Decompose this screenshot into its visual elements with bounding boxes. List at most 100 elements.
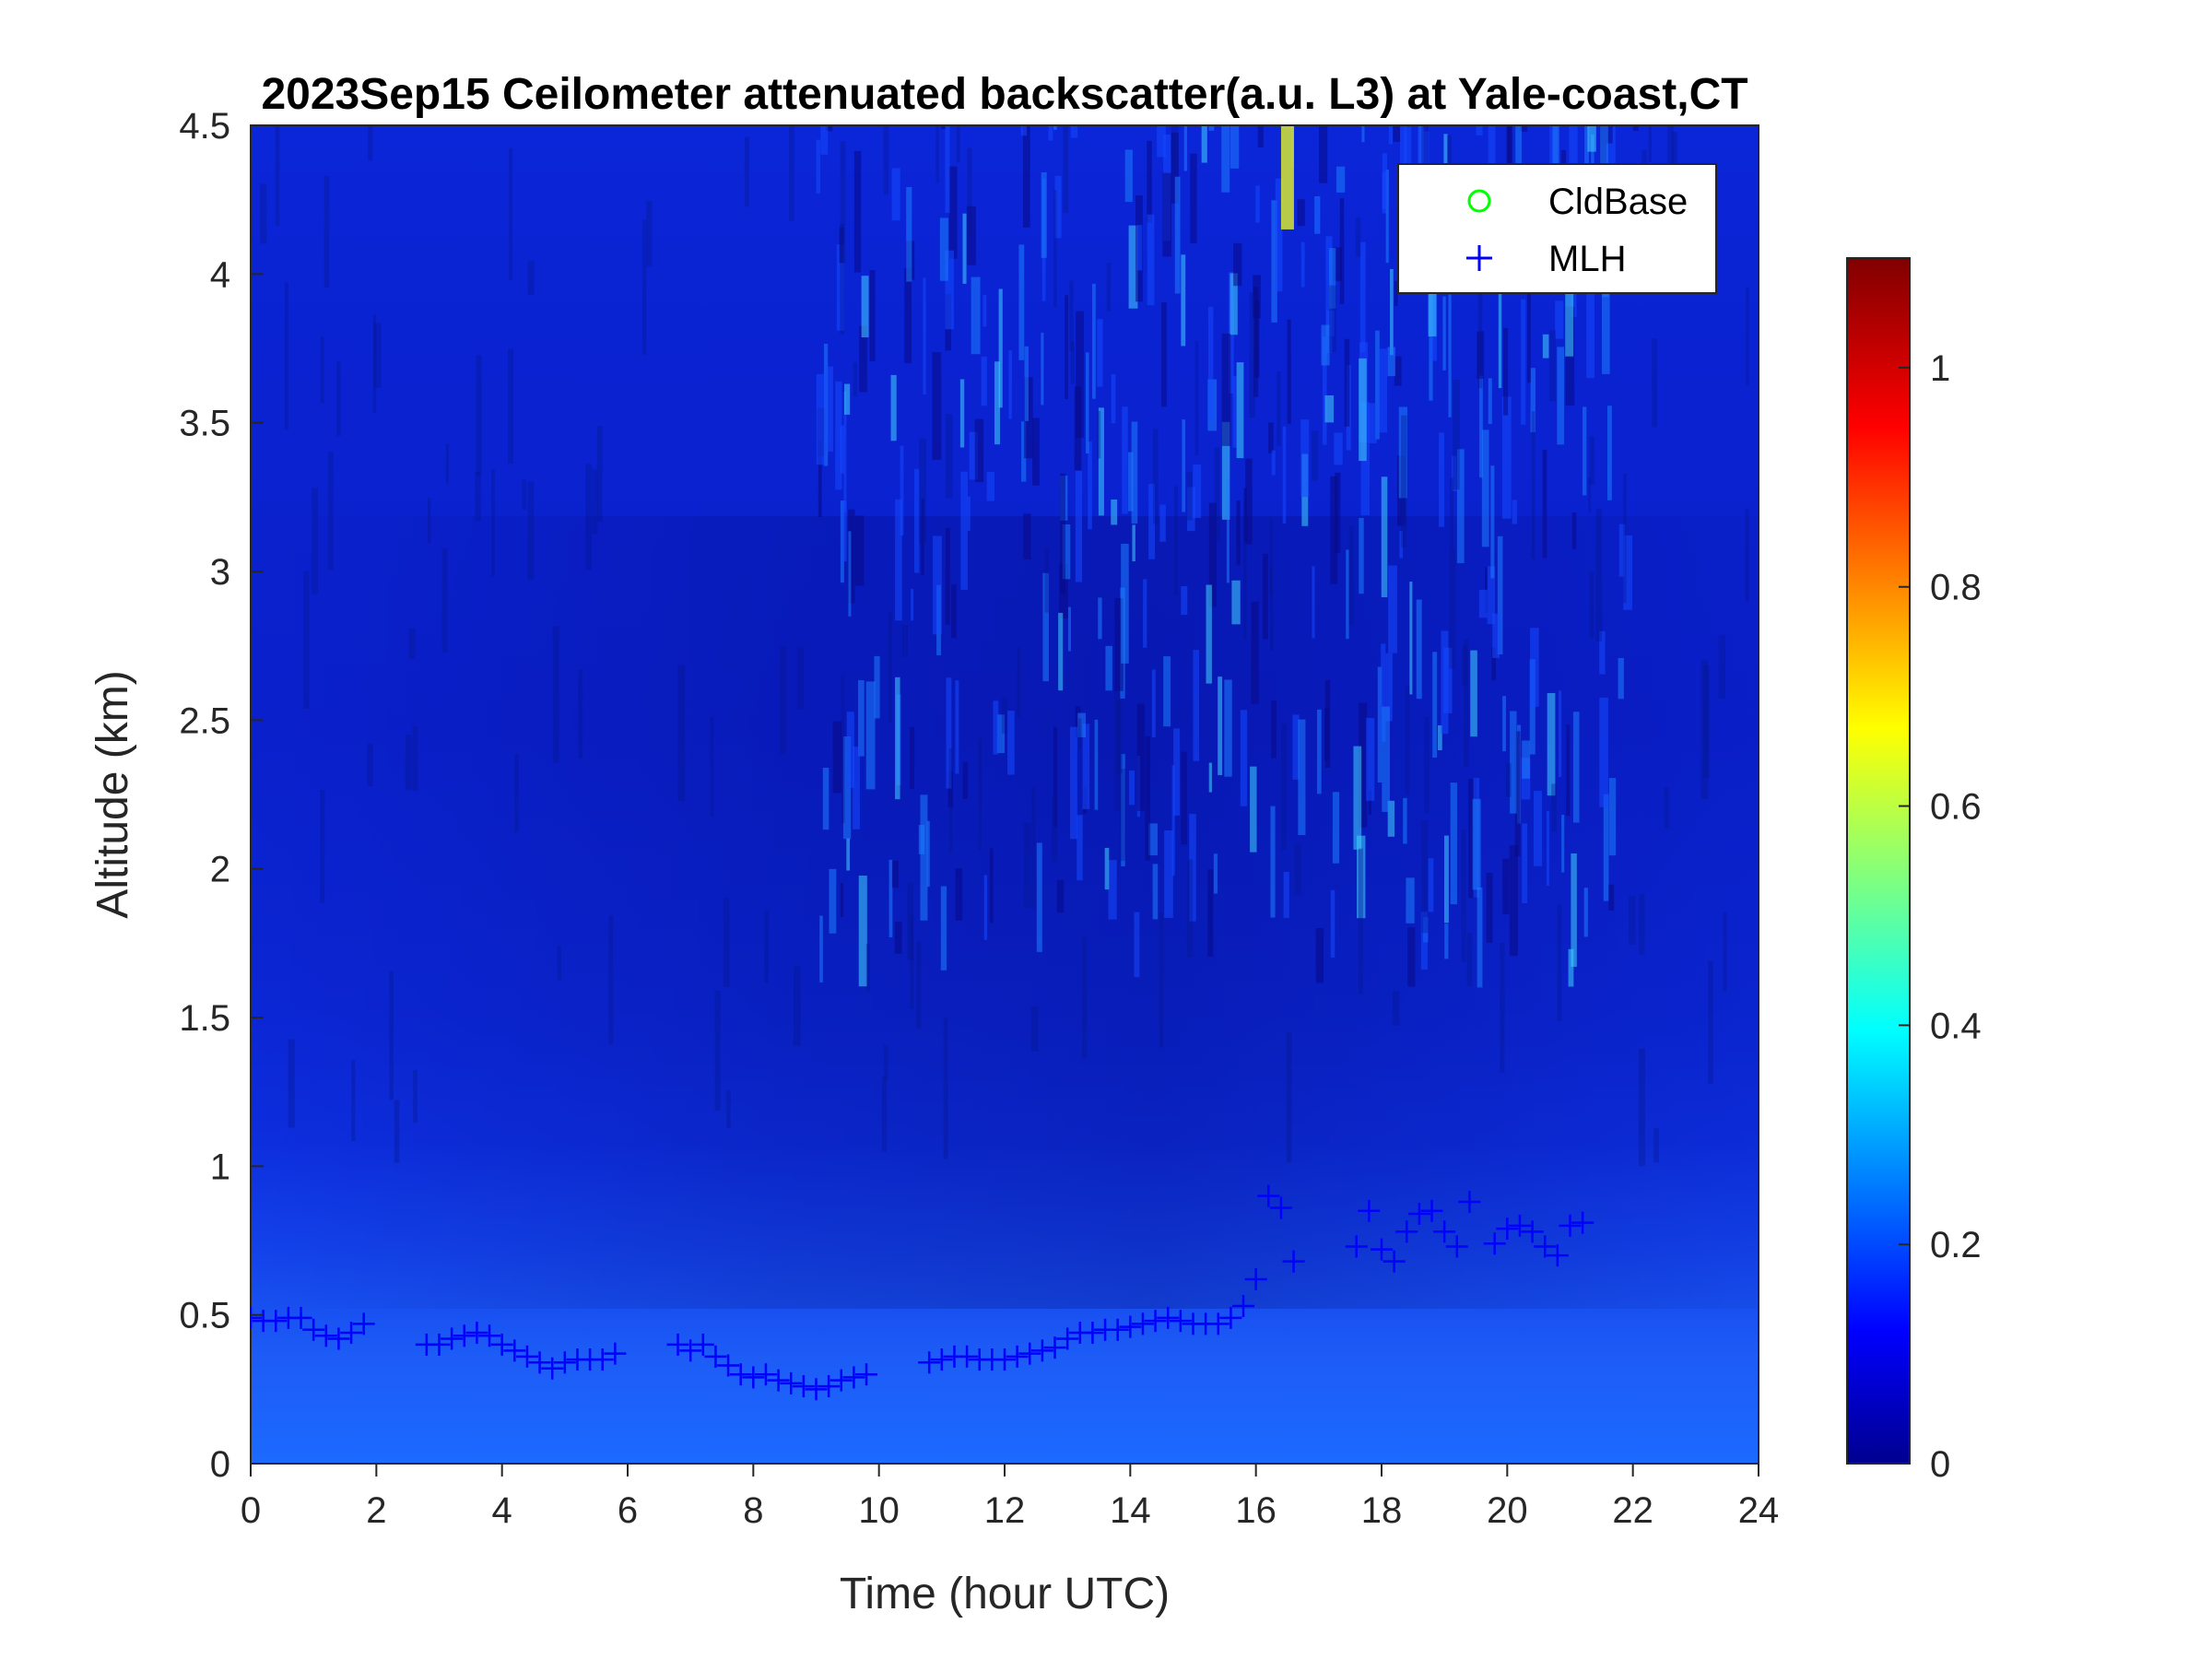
- aerosol-streak: [902, 625, 908, 657]
- aerosol-streak: [816, 373, 826, 465]
- aerosol-streak: [1449, 548, 1456, 669]
- aerosol-streak: [1017, 647, 1021, 718]
- aerosol-streak: [608, 915, 614, 1045]
- aerosol-streak: [1502, 696, 1506, 752]
- aerosol-streak: [328, 451, 334, 571]
- aerosol-streak: [1382, 706, 1390, 812]
- aerosol-streak: [971, 276, 981, 355]
- aerosol-streak: [1006, 711, 1015, 775]
- aerosol-streak: [913, 468, 920, 573]
- aerosol-streak: [1122, 406, 1128, 514]
- aerosol-streak: [1405, 686, 1410, 795]
- aerosol-streak: [1502, 858, 1510, 915]
- aerosol-streak: [1292, 714, 1300, 780]
- aerosol-streak: [1282, 426, 1287, 524]
- mlh-point: [1433, 1220, 1456, 1243]
- aerosol-streak: [869, 269, 876, 361]
- aerosol-streak: [1249, 292, 1255, 418]
- aerosol-streak: [1001, 697, 1007, 734]
- aerosol-streak: [1392, 991, 1400, 1026]
- aerosol-streak: [1214, 447, 1220, 541]
- aerosol-streak: [1589, 436, 1595, 485]
- aerosol-streak: [1394, 356, 1402, 386]
- aerosol-streak: [779, 646, 786, 755]
- aerosol-streak: [951, 584, 957, 639]
- aerosol-streak: [1399, 125, 1407, 165]
- aerosol-streak: [1053, 726, 1057, 828]
- aerosol-streak: [1121, 543, 1129, 664]
- aerosol-streak: [1359, 241, 1366, 353]
- aerosol-streak: [1024, 346, 1030, 421]
- aerosol-streak: [1393, 125, 1401, 142]
- mlh-point: [1056, 1327, 1079, 1350]
- aerosol-streak: [969, 431, 978, 480]
- aerosol-streak: [1551, 783, 1557, 832]
- mlh-point: [691, 1333, 714, 1356]
- aerosol-streak: [1152, 429, 1159, 524]
- colorbar-tick-label: 0.8: [1930, 568, 1982, 608]
- aerosol-streak: [557, 946, 561, 981]
- aerosol-streak: [1108, 860, 1117, 920]
- mlh-point: [842, 1366, 865, 1389]
- aerosol-streak: [1218, 677, 1223, 775]
- x-tick-label: 0: [241, 1490, 261, 1531]
- aerosol-streak: [1271, 450, 1276, 476]
- aerosol-streak: [1453, 380, 1460, 490]
- aerosol-streak: [1387, 800, 1395, 837]
- colorbar-tick-label: 0: [1930, 1444, 1950, 1485]
- aerosol-streak: [848, 531, 852, 617]
- aerosol-streak: [1588, 477, 1592, 513]
- aerosol-streak: [1147, 140, 1152, 223]
- aerosol-streak: [1346, 549, 1349, 640]
- aerosol-streak: [1193, 650, 1200, 761]
- aerosol-streak: [945, 250, 954, 330]
- aerosol-streak: [1335, 166, 1346, 193]
- aerosol-streak: [1236, 500, 1241, 565]
- aerosol-streak: [1300, 241, 1305, 288]
- mlh-point: [729, 1363, 752, 1386]
- aerosol-streak: [1271, 700, 1277, 759]
- colorbar-tick-label: 1: [1930, 348, 1950, 389]
- aerosol-streak: [891, 860, 899, 888]
- aerosol-streak: [1213, 853, 1218, 894]
- aerosol-streak: [974, 418, 984, 482]
- mlh-point: [1458, 1191, 1481, 1214]
- mlh-point: [805, 1378, 828, 1401]
- aerosol-streak: [1502, 327, 1509, 416]
- aerosol-streak: [1476, 125, 1483, 135]
- mlh-point: [528, 1351, 551, 1374]
- mlh-point: [918, 1351, 941, 1374]
- aerosol-streak: [825, 125, 833, 132]
- aerosol-streak: [427, 498, 431, 543]
- aerosol-streak: [981, 356, 987, 406]
- aerosol-streak: [793, 966, 801, 1046]
- aerosol-streak: [373, 323, 382, 388]
- mlh-point: [818, 1375, 841, 1398]
- aerosol-streak: [1421, 819, 1429, 934]
- aerosol-streak: [1322, 336, 1327, 445]
- aerosol-streak: [509, 147, 513, 281]
- mlh-point: [1521, 1220, 1544, 1243]
- aerosol-streak: [1608, 778, 1617, 856]
- aerosol-streak: [1018, 244, 1025, 360]
- aerosol-streak: [1488, 125, 1496, 199]
- aerosol-streak: [1618, 524, 1626, 577]
- aerosol-streak: [883, 125, 889, 195]
- aerosol-streak: [1041, 332, 1044, 406]
- aerosol-streak: [1076, 311, 1084, 439]
- aerosol-streak: [1280, 125, 1294, 229]
- aerosol-streak: [1632, 125, 1639, 131]
- aerosol-streak: [1653, 1128, 1660, 1163]
- aerosol-streak: [1382, 153, 1388, 209]
- aerosol-streak: [1092, 283, 1096, 399]
- mlh-point: [780, 1371, 803, 1394]
- aerosol-streak: [1022, 125, 1030, 228]
- aerosol-streak: [857, 680, 865, 757]
- aerosol-streak: [1263, 553, 1268, 640]
- cldbase-legend-marker: [1467, 189, 1491, 213]
- aerosol-streak: [1443, 134, 1448, 166]
- aerosol-streak: [865, 681, 876, 790]
- aerosol-streak: [1325, 311, 1335, 336]
- aerosol-streak: [840, 883, 844, 918]
